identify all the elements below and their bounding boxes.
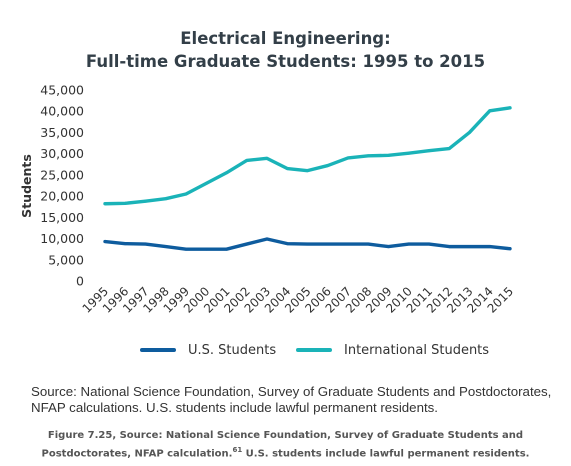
chart-axes: 0 5,000 10,000 15,000 20,000 25,000 30,000 35,0… xyxy=(19,83,516,316)
caption-text: Figure 7.25, Source: National Science Fo… xyxy=(41,430,524,460)
legend-item-us-students: U.S. Students xyxy=(140,341,276,359)
y-tick-label: 0 xyxy=(76,274,84,289)
data-point xyxy=(306,242,309,246)
data-point xyxy=(447,245,451,249)
data-point xyxy=(184,247,188,251)
data-point xyxy=(245,159,249,162)
data-point xyxy=(508,106,512,110)
data-point xyxy=(285,167,289,170)
data-point xyxy=(366,154,370,158)
data-point xyxy=(407,151,411,155)
series-line-international-students xyxy=(103,106,512,206)
data-point xyxy=(488,109,492,113)
legend-swatch-international xyxy=(296,348,332,352)
y-tick-label: 5,000 xyxy=(48,252,84,267)
data-point xyxy=(265,156,269,160)
y-tick-label: 25,000 xyxy=(40,167,84,182)
data-point xyxy=(285,242,289,246)
line-chart: 0 5,000 10,000 15,000 20,000 25,000 30,000 35,0… xyxy=(19,83,516,316)
y-tick-label: 35,000 xyxy=(40,125,84,140)
data-point xyxy=(225,247,228,251)
y-tick-label: 20,000 xyxy=(40,189,84,204)
legend-swatch-us xyxy=(140,348,176,352)
legend-label-us: U.S. Students xyxy=(188,342,277,358)
data-point xyxy=(346,156,350,160)
data-point xyxy=(103,202,107,206)
figure-caption: Figure 7.25, Source: National Science Fo… xyxy=(20,428,551,461)
y-axis-label: Students xyxy=(19,154,34,218)
legend-item-international-students: International Students xyxy=(296,341,489,359)
chart-title-line-1: Electrical Engineering: xyxy=(180,29,391,48)
chart-title-line-2: Full-time Graduate Students: 1995 to 201… xyxy=(85,52,486,71)
data-point xyxy=(326,242,330,246)
data-point xyxy=(387,245,390,249)
data-point xyxy=(387,153,390,157)
caption-text-end: U.S. students include lawful permanent r… xyxy=(242,448,530,460)
data-point xyxy=(123,242,127,246)
data-point xyxy=(508,247,512,251)
data-point xyxy=(468,131,471,134)
chart-plot-area xyxy=(103,106,512,251)
data-point xyxy=(488,245,492,249)
data-point xyxy=(123,201,127,205)
legend-label-international: International Students xyxy=(344,342,490,358)
data-point xyxy=(204,181,208,185)
y-tick-label: 15,000 xyxy=(40,210,84,225)
y-tick-label: 10,000 xyxy=(40,231,84,246)
data-point xyxy=(144,242,147,246)
y-tick-label: 40,000 xyxy=(40,104,84,119)
data-point xyxy=(225,171,228,175)
data-point xyxy=(346,242,350,246)
data-point xyxy=(144,199,147,203)
source-note: Source: National Science Foundation, Sur… xyxy=(31,384,552,415)
y-tick-label: 30,000 xyxy=(40,146,84,161)
data-point xyxy=(184,192,188,196)
data-point xyxy=(366,242,370,246)
data-point xyxy=(245,242,249,246)
data-point xyxy=(447,147,451,150)
data-point xyxy=(265,237,269,241)
y-tick-label: 45,000 xyxy=(40,83,84,98)
data-point xyxy=(427,149,431,153)
data-point xyxy=(468,245,471,249)
data-point xyxy=(204,247,208,251)
data-point xyxy=(306,169,309,173)
caption-footnote-ref: 61 xyxy=(232,446,243,454)
data-point xyxy=(164,245,168,249)
data-point xyxy=(407,242,411,246)
data-point xyxy=(103,240,107,243)
data-point xyxy=(164,197,168,201)
data-point xyxy=(427,242,431,246)
data-point xyxy=(326,164,330,167)
